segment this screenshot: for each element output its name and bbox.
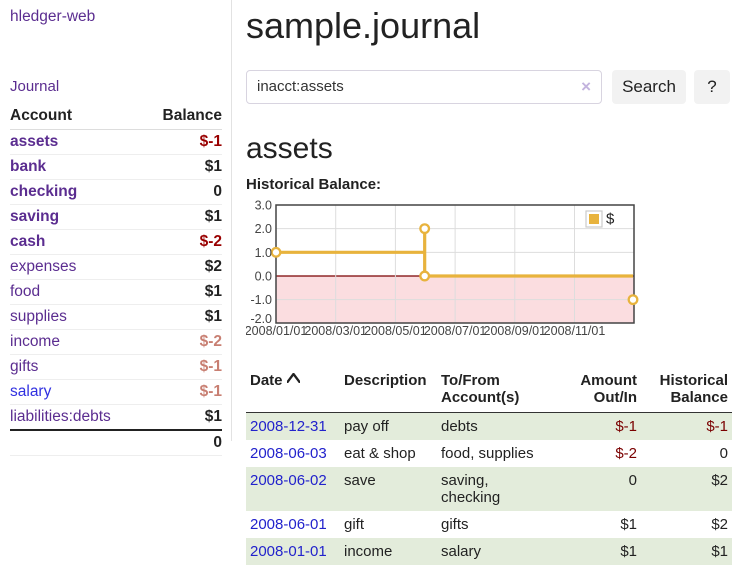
svg-text:3.0: 3.0 [255,199,272,213]
svg-text:2008/05/01: 2008/05/01 [364,324,427,338]
svg-text:$: $ [606,210,615,227]
svg-text:2008/01/01: 2008/01/01 [246,324,307,338]
svg-text:2008/09/01: 2008/09/01 [484,324,547,338]
svg-text:2008/07/01: 2008/07/01 [424,324,487,338]
svg-text:2.0: 2.0 [255,222,272,236]
svg-text:-1.0: -1.0 [250,293,272,307]
svg-text:2008/03/01: 2008/03/01 [304,324,367,338]
svg-text:1.0: 1.0 [255,245,272,259]
svg-text:2008/11/01: 2008/11/01 [544,324,606,338]
svg-text:0.0: 0.0 [255,269,272,283]
